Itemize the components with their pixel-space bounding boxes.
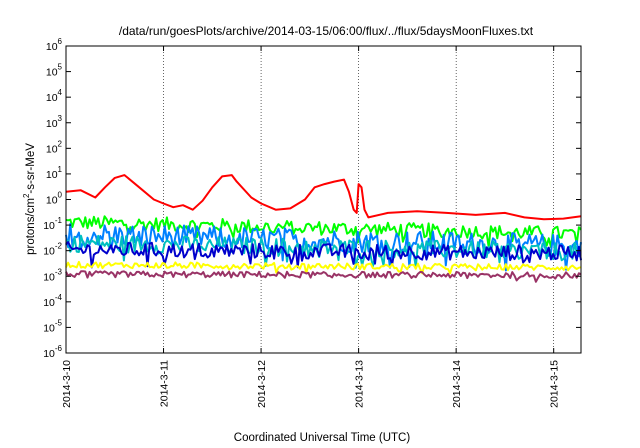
y-tick-label: 104 <box>46 88 63 104</box>
y-tick-label: 102 <box>46 139 63 155</box>
series-line-1 <box>65 174 582 221</box>
plot-frame <box>65 45 582 354</box>
series-line-6 <box>65 260 582 275</box>
chart-title: /data/run/goesPlots/archive/2014-03-15/0… <box>119 24 534 38</box>
series-group <box>65 174 582 283</box>
y-tick-label: 100 <box>46 191 63 207</box>
series-line-3 <box>65 222 582 272</box>
series-line-5 <box>65 241 582 269</box>
y-tick-label: 10-1 <box>43 216 62 232</box>
x-axis: 2014-3-10 2014-3-11 2014-3-12 2014-3-13 2014… <box>61 46 561 408</box>
series-line-7 <box>65 270 582 283</box>
x-tick-label: 2014-3-12 <box>256 360 268 408</box>
y-tick-label: 10-5 <box>43 318 62 334</box>
y-tick-label: 105 <box>46 63 63 79</box>
y-tick-label: 10-3 <box>43 267 62 283</box>
x-tick-label: 2014-3-14 <box>451 360 463 408</box>
y-tick-label: 10-6 <box>43 344 62 360</box>
x-tick-label: 2014-3-10 <box>61 360 73 408</box>
y-tick-label: 10-2 <box>43 242 62 258</box>
x-tick-label: 2014-3-15 <box>549 360 561 408</box>
y-axis-label: protons/cm2-s-sr-MeV <box>22 143 37 255</box>
y-axis: 10-6 10-5 10-4 10-3 10-2 10-1 100 101 102 103 104 1… <box>43 37 581 360</box>
y-tick-label: 101 <box>46 165 63 181</box>
x-tick-label: 2014-3-13 <box>354 360 366 408</box>
series-line-2 <box>65 215 582 249</box>
grid <box>163 46 554 353</box>
x-tick-label: 2014-3-11 <box>159 360 171 407</box>
x-axis-label: Coordinated Universal Time (UTC) <box>234 432 411 444</box>
y-tick-label: 10-4 <box>43 293 62 309</box>
y-tick-label: 103 <box>46 114 63 130</box>
y-tick-label: 106 <box>46 37 63 53</box>
